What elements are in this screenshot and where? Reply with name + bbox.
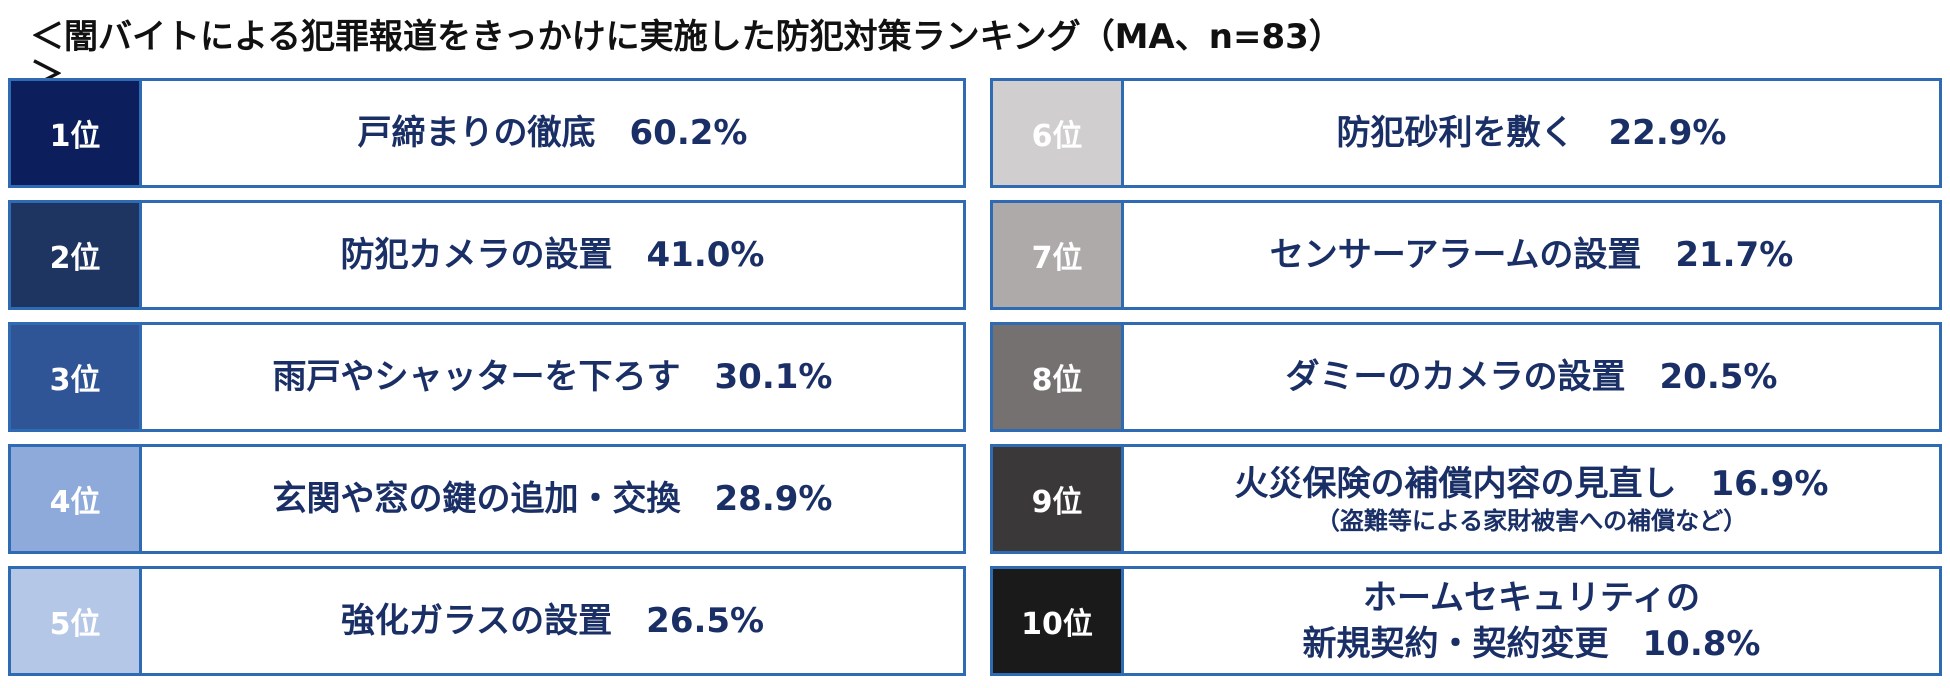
- rank-badge-6: 6位: [993, 81, 1124, 185]
- ranking-label-10: ホームセキュリティの: [1363, 578, 1700, 618]
- ranking-label-9: 火災保険の補償内容の見直し: [1234, 464, 1677, 504]
- ranking-row-9: 9位 火災保険の補償内容の見直し 16.9% （盗難等による家財被害への補償など）: [990, 444, 1942, 554]
- ranking-value-10: 10.8%: [1642, 624, 1761, 664]
- ranking-row-10: 10位 ホームセキュリティの 新規契約・契約変更 10.8%: [990, 566, 1942, 676]
- ranking-content-3: 雨戸やシャッターを下ろす 30.1%: [142, 325, 963, 429]
- rank-badge-7: 7位: [993, 203, 1124, 307]
- ranking-label-3: 雨戸やシャッターを下ろす: [272, 357, 681, 397]
- ranking-label-1: 戸締まりの徹底: [357, 113, 596, 153]
- ranking-content-2: 防犯カメラの設置 41.0%: [142, 203, 963, 307]
- rank-badge-4: 4位: [11, 447, 142, 551]
- ranking-content-10: ホームセキュリティの 新規契約・契約変更 10.8%: [1124, 569, 1939, 673]
- rank-badge-1: 1位: [11, 81, 142, 185]
- ranking-content-9: 火災保険の補償内容の見直し 16.9% （盗難等による家財被害への補償など）: [1124, 447, 1939, 551]
- ranking-row-6: 6位 防犯砂利を敷く 22.9%: [990, 78, 1942, 188]
- ranking-content-1: 戸締まりの徹底 60.2%: [142, 81, 963, 185]
- rank-badge-10: 10位: [993, 569, 1124, 673]
- ranking-column-right: 6位 防犯砂利を敷く 22.9% 7位 センサーアラームの設置 21.7% 8位 ダ…: [990, 78, 1942, 688]
- rank-badge-5: 5位: [11, 569, 142, 673]
- ranking-content-8: ダミーのカメラの設置 20.5%: [1124, 325, 1939, 429]
- ranking-label-8: ダミーのカメラの設置: [1285, 357, 1626, 397]
- rank-badge-3: 3位: [11, 325, 142, 429]
- ranking-content-7: センサーアラームの設置 21.7%: [1124, 203, 1939, 307]
- chart-title: ＜闇バイトによる犯罪報道をきっかけに実施した防犯対策ランキング（MA、n=83）: [30, 17, 1343, 57]
- ranking-row-7: 7位 センサーアラームの設置 21.7%: [990, 200, 1942, 310]
- ranking-value-9: 16.9%: [1710, 464, 1829, 504]
- ranking-label-4: 玄関や窓の鍵の追加・交換: [272, 479, 681, 519]
- ranking-label-2: 防犯カメラの設置: [340, 235, 613, 275]
- ranking-label2-10: 新規契約・契約変更: [1302, 624, 1609, 664]
- ranking-value-8: 20.5%: [1659, 357, 1778, 397]
- ranking-label-7: センサーアラームの設置: [1269, 235, 1642, 275]
- ranking-value-1: 60.2%: [629, 113, 748, 153]
- ranking-label-6: 防犯砂利を敷く: [1336, 113, 1575, 153]
- ranking-value-2: 41.0%: [646, 235, 765, 275]
- rank-badge-9: 9位: [993, 447, 1124, 551]
- ranking-value-7: 21.7%: [1675, 235, 1794, 275]
- ranking-label-5: 強化ガラスの設置: [340, 601, 613, 641]
- ranking-value-5: 26.5%: [646, 601, 765, 641]
- ranking-column-left: 1位 戸締まりの徹底 60.2% 2位 防犯カメラの設置 41.0% 3位 雨戸やシ…: [8, 78, 966, 688]
- ranking-content-4: 玄関や窓の鍵の追加・交換 28.9%: [142, 447, 963, 551]
- ranking-row-3: 3位 雨戸やシャッターを下ろす 30.1%: [8, 322, 966, 432]
- ranking-value-6: 22.9%: [1608, 113, 1727, 153]
- ranking-row-8: 8位 ダミーのカメラの設置 20.5%: [990, 322, 1942, 432]
- ranking-row-4: 4位 玄関や窓の鍵の追加・交換 28.9%: [8, 444, 966, 554]
- ranking-content-5: 強化ガラスの設置 26.5%: [142, 569, 963, 673]
- ranking-row-2: 2位 防犯カメラの設置 41.0%: [8, 200, 966, 310]
- rank-badge-8: 8位: [993, 325, 1124, 429]
- ranking-value-3: 30.1%: [714, 357, 833, 397]
- ranking-content-6: 防犯砂利を敷く 22.9%: [1124, 81, 1939, 185]
- ranking-row-5: 5位 強化ガラスの設置 26.5%: [8, 566, 966, 676]
- ranking-row-1: 1位 戸締まりの徹底 60.2%: [8, 78, 966, 188]
- ranking-sublabel-9: （盗難等による家財被害への補償など）: [1315, 507, 1748, 535]
- rank-badge-2: 2位: [11, 203, 142, 307]
- ranking-value-4: 28.9%: [714, 479, 833, 519]
